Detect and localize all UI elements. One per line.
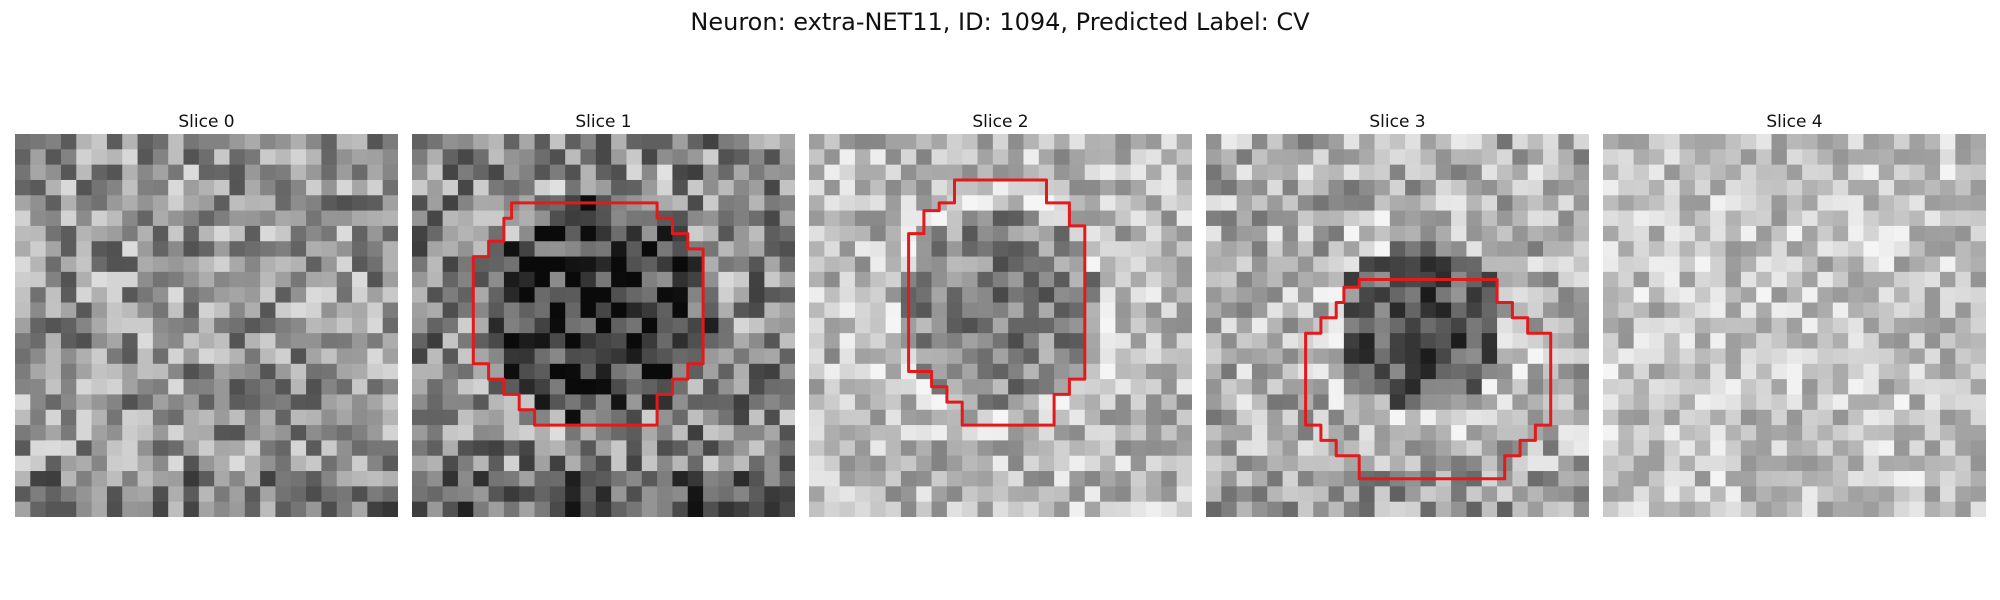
slice-image-3 [1206,134,1589,517]
slice-panel-0: Slice 0 [15,110,398,517]
slice-title: Slice 3 [1369,112,1426,132]
slice-panel-4: Slice 4 [1603,110,1986,517]
segmentation-contour [1304,278,1553,481]
slice-panel-1: Slice 1 [412,110,795,517]
slice-title: Slice 2 [972,112,1029,132]
slice-title: Slice 4 [1766,112,1823,132]
slice-image-4 [1603,134,1986,517]
figure-title: Neuron: extra-NET11, ID: 1094, Predicted… [690,8,1310,36]
slice-image-0 [15,134,398,517]
segmentation-contour [471,201,705,427]
slice-title: Slice 0 [178,112,235,132]
slice-image-2 [809,134,1192,517]
slice-title: Slice 1 [575,112,632,132]
slice-panel-2: Slice 2 [809,110,1192,517]
slice-panel-3: Slice 3 [1206,110,1589,517]
segmentation-contour [907,178,1087,427]
slice-image-1 [412,134,795,517]
